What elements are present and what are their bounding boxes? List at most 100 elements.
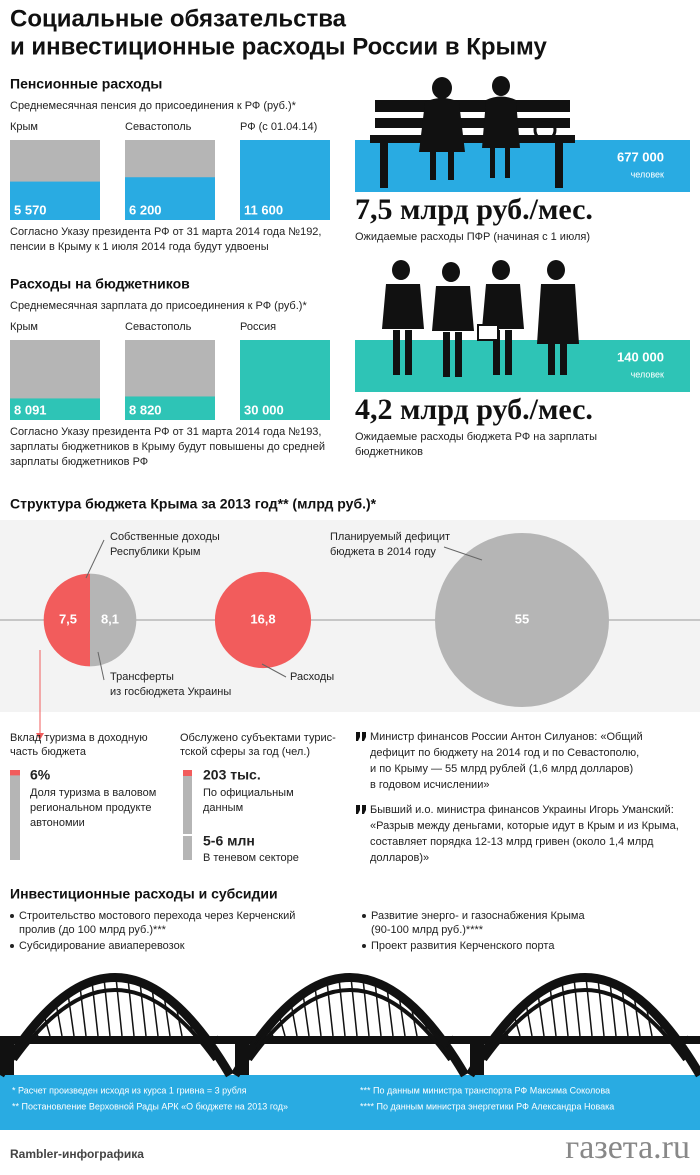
hanger: [645, 1004, 653, 1037]
hanger: [254, 1035, 262, 1045]
briefcase: [477, 324, 499, 341]
count-band: [355, 140, 690, 192]
pier: [0, 1044, 14, 1075]
amount: 4,2 млрд руб./мес.: [355, 393, 593, 426]
person-standing: [382, 260, 424, 375]
official-count: 203 тыс.: [203, 767, 261, 783]
bullet-text: Развитие энерго- и газоснабжения Крыма: [371, 910, 585, 922]
annotation: Расходы: [290, 671, 334, 683]
count-unit: человек: [631, 369, 664, 379]
bar-value: 30 000: [244, 402, 284, 417]
hanger: [151, 987, 159, 1037]
circle: [214, 571, 312, 669]
amount: 7,5 млрд руб./мес.: [355, 193, 593, 226]
official-note: По официальным: [203, 787, 294, 799]
quote: Бывший и.о. министра финансов Украины Иг…: [370, 804, 674, 816]
hanger: [338, 978, 346, 1037]
section-note: зарплаты бюджетников в Крыму будут повыш…: [10, 441, 325, 453]
hanger: [537, 993, 545, 1037]
circle-label: 8,1: [101, 611, 119, 626]
hanger: [115, 977, 123, 1037]
bar: [240, 140, 330, 220]
hanger: [55, 1003, 63, 1037]
hanger: [91, 981, 99, 1037]
quote: составляет порядка 12-13 млрд гривен (ок…: [370, 836, 654, 848]
annotation: Республики Крым: [110, 546, 200, 558]
section-note: Согласно Указу президента РФ от 31 марта…: [10, 426, 322, 438]
hanger: [621, 987, 629, 1037]
leader-line: [97, 651, 105, 681]
brand: газета.ru: [565, 1129, 690, 1166]
hanger: [211, 1035, 219, 1048]
water: [0, 1075, 700, 1130]
hanger: [79, 986, 87, 1037]
hanger: [561, 981, 569, 1037]
arch: [13, 988, 217, 1062]
circle-label: 7,5: [59, 611, 77, 626]
share-note: Доля туризма в валовом: [30, 787, 156, 799]
hanger: [278, 1014, 286, 1037]
bullet: [362, 914, 366, 918]
leader-line: [85, 539, 105, 579]
bar-background: [183, 770, 192, 860]
bar: [10, 398, 100, 420]
hanger: [374, 982, 382, 1037]
bullet: [10, 944, 14, 948]
hanger: [103, 978, 111, 1037]
quote: Министр финансов России Антон Силуанов: …: [370, 731, 643, 743]
hanger: [398, 995, 406, 1037]
section-title: Пенсионные расходы: [10, 76, 162, 92]
arch: [248, 988, 452, 1062]
annotation: из госбюджета Украины: [110, 686, 231, 698]
quote: в годовом исчислении»: [370, 779, 489, 791]
bar-label: Россия: [240, 321, 276, 333]
annotation: Планируемый дефицит: [330, 531, 450, 543]
block-title: тской сферы за год (чел.): [180, 746, 310, 758]
hanger: [386, 987, 394, 1037]
arch: [483, 988, 687, 1062]
bar: [10, 181, 100, 220]
hanger: [657, 1016, 665, 1037]
bench: [370, 100, 575, 188]
bar-value: 8 820: [129, 402, 162, 417]
hanger: [163, 995, 171, 1037]
title: и инвестиционные расходы России в Крыму: [10, 33, 547, 60]
hanger: [525, 1003, 533, 1037]
amount-note: бюджетников: [355, 446, 423, 458]
bullet: [362, 944, 366, 948]
hanger: [67, 993, 75, 1037]
hanger: [19, 1035, 27, 1045]
leader-line: [443, 546, 483, 561]
hanger: [266, 1027, 274, 1037]
hanger: [410, 1004, 418, 1037]
bar-value: 8 091: [14, 402, 47, 417]
bridge: [0, 973, 700, 1078]
bar-value: 6 200: [129, 202, 162, 217]
hanger: [489, 1035, 497, 1045]
annotation: Трансферты: [110, 671, 174, 683]
person-standing: [432, 262, 474, 377]
hanger: [681, 1035, 689, 1048]
arch: [466, 973, 700, 1078]
section-title: Расходы на бюджетников: [10, 276, 190, 292]
count-unit: человек: [631, 169, 664, 179]
bar: [125, 396, 215, 420]
block-title: Вклад туризма в доходную: [10, 732, 148, 744]
hanger: [597, 978, 605, 1037]
circle-part: [90, 573, 137, 667]
hanger: [434, 1030, 442, 1037]
deck: [0, 1036, 700, 1044]
pier: [235, 1044, 249, 1075]
share-note: региональном продукте: [30, 802, 152, 814]
section-title: Структура бюджета Крыма за 2013 год** (м…: [10, 496, 377, 512]
bullet-text: пролив (до 100 млрд руб.)***: [19, 924, 167, 936]
hanger: [31, 1027, 39, 1037]
circle-label: 55: [515, 611, 529, 626]
hanger: [633, 995, 641, 1037]
person-standing: [482, 260, 524, 375]
amount-note: Ожидаемые расходы ПФР (начиная с 1 июля): [355, 231, 590, 243]
hanger: [422, 1016, 430, 1037]
credit: Rambler-инфографика: [10, 1147, 144, 1161]
person-sitting: [419, 77, 465, 180]
